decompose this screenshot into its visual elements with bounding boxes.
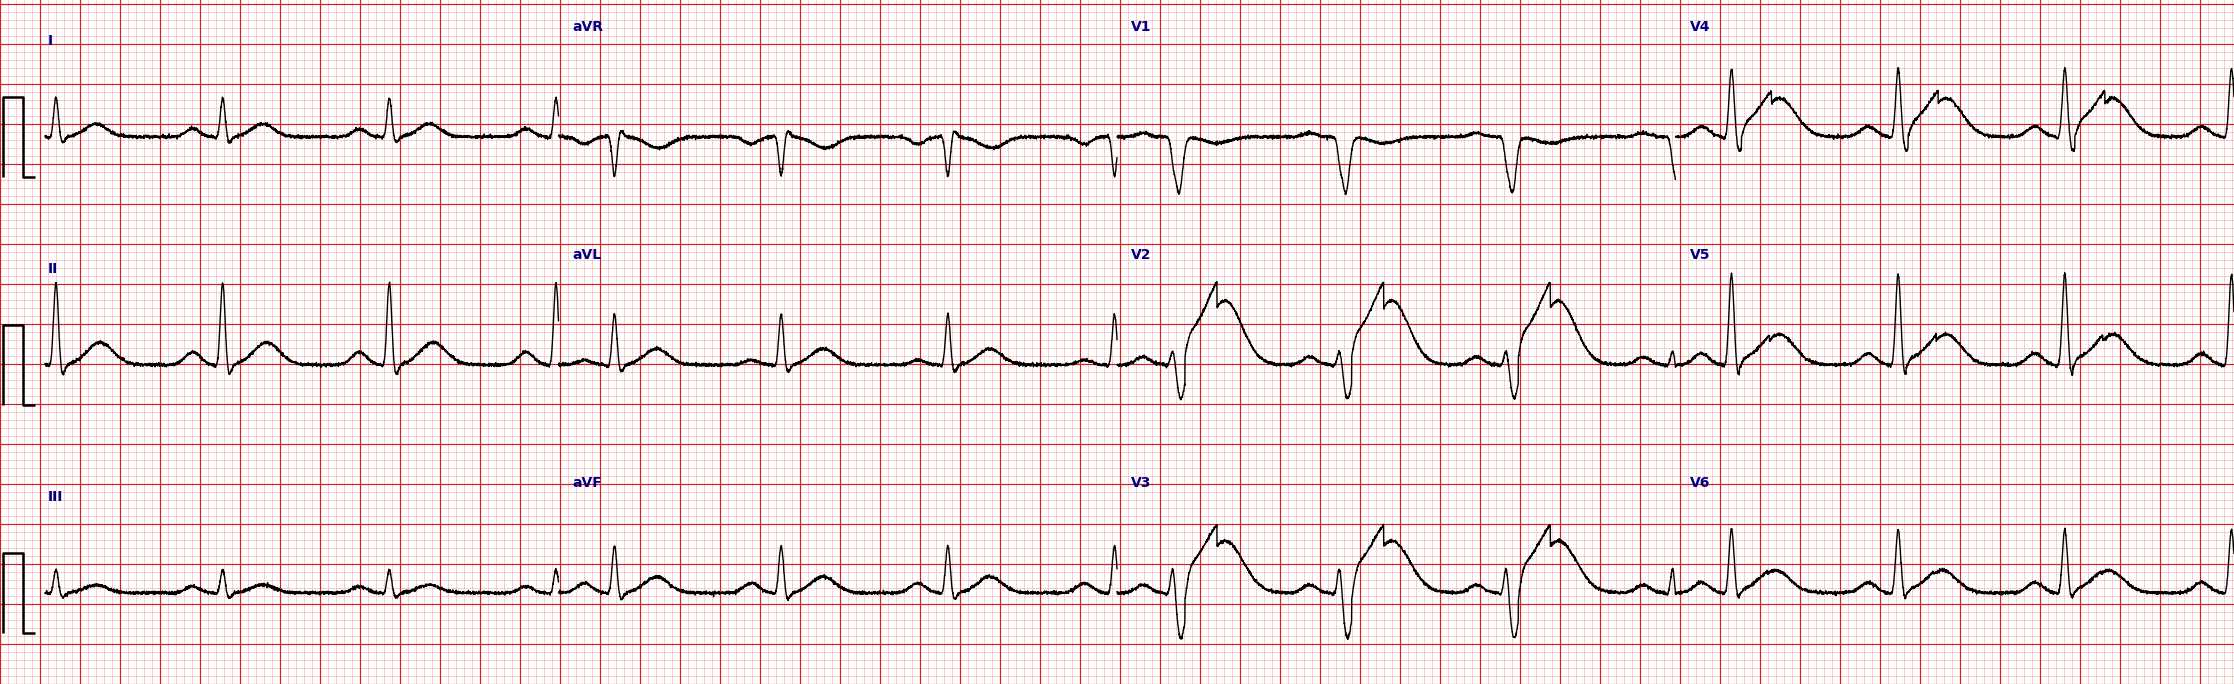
Text: aVF: aVF bbox=[572, 476, 603, 490]
Text: III: III bbox=[47, 490, 63, 504]
Text: V5: V5 bbox=[1689, 248, 1709, 263]
Text: II: II bbox=[47, 262, 58, 276]
Text: V1: V1 bbox=[1130, 21, 1151, 34]
Text: V6: V6 bbox=[1689, 476, 1709, 490]
Text: V2: V2 bbox=[1130, 248, 1151, 263]
Text: V4: V4 bbox=[1689, 21, 1709, 34]
Text: aVL: aVL bbox=[572, 248, 601, 263]
Text: I: I bbox=[47, 34, 54, 48]
Text: aVR: aVR bbox=[572, 21, 603, 34]
Text: V3: V3 bbox=[1130, 476, 1151, 490]
